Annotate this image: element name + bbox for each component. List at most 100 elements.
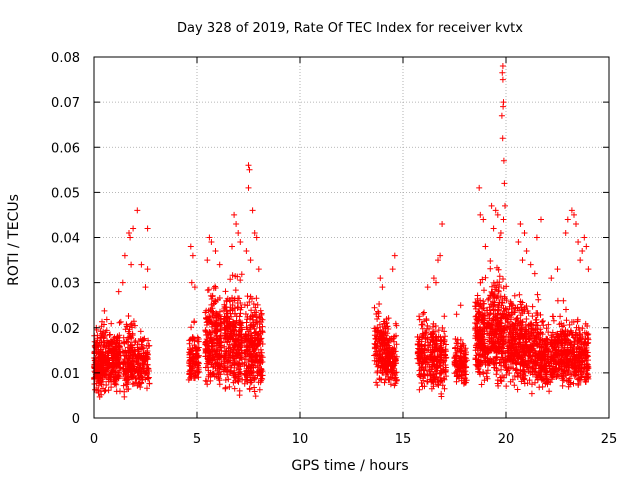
data-point bbox=[222, 332, 228, 339]
data-point bbox=[216, 371, 223, 378]
data-point bbox=[207, 319, 214, 326]
data-point bbox=[235, 378, 242, 385]
data-point bbox=[385, 340, 392, 346]
data-point bbox=[218, 315, 225, 322]
data-point bbox=[236, 313, 243, 320]
data-point bbox=[222, 348, 229, 355]
data-point bbox=[232, 335, 239, 342]
data-point bbox=[209, 343, 216, 350]
data-point bbox=[209, 292, 216, 299]
data-point bbox=[373, 335, 380, 342]
data-point bbox=[378, 331, 384, 338]
data-point bbox=[374, 316, 381, 322]
data-point bbox=[110, 345, 117, 352]
data-point bbox=[392, 380, 399, 387]
data-point bbox=[187, 357, 194, 364]
data-point bbox=[143, 365, 150, 371]
data-point bbox=[389, 345, 396, 352]
data-point bbox=[136, 350, 143, 357]
data-point bbox=[137, 328, 144, 335]
data-point bbox=[210, 315, 217, 321]
data-point bbox=[210, 285, 217, 292]
data-point bbox=[214, 312, 221, 319]
data-point bbox=[258, 372, 265, 379]
data-point bbox=[256, 324, 263, 331]
data-point bbox=[101, 388, 108, 395]
data-point bbox=[252, 340, 259, 347]
data-point bbox=[377, 346, 384, 353]
data-point bbox=[378, 339, 385, 346]
y-tick-label: 0 bbox=[72, 412, 80, 427]
x-tick-label: 15 bbox=[395, 432, 412, 447]
data-point bbox=[98, 362, 105, 369]
data-point bbox=[238, 355, 245, 362]
data-point bbox=[103, 316, 110, 323]
data-point bbox=[210, 347, 217, 354]
data-point bbox=[224, 359, 231, 366]
data-point bbox=[93, 367, 100, 374]
data-point bbox=[392, 360, 399, 367]
data-point bbox=[98, 334, 105, 341]
data-point bbox=[205, 286, 212, 293]
data-point bbox=[234, 273, 241, 280]
data-point bbox=[94, 335, 101, 342]
data-point bbox=[224, 319, 230, 325]
data-point bbox=[381, 334, 388, 341]
data-point bbox=[244, 335, 251, 342]
data-point bbox=[234, 360, 241, 367]
data-point bbox=[373, 357, 380, 364]
data-point bbox=[233, 373, 240, 380]
data-point bbox=[393, 353, 400, 360]
data-point bbox=[108, 320, 115, 327]
data-point bbox=[142, 376, 149, 383]
data-point bbox=[416, 313, 423, 320]
data-point bbox=[122, 326, 129, 333]
data-point bbox=[229, 272, 236, 279]
data-point bbox=[258, 352, 265, 359]
data-point bbox=[108, 384, 115, 391]
data-point bbox=[137, 384, 144, 391]
data-point bbox=[234, 295, 241, 302]
data-point bbox=[228, 313, 235, 320]
data-point bbox=[139, 355, 146, 362]
data-point bbox=[375, 327, 382, 334]
data-point bbox=[144, 385, 150, 392]
y-tick-label: 0.01 bbox=[51, 367, 80, 382]
data-point bbox=[249, 368, 256, 374]
data-point bbox=[251, 309, 258, 316]
data-point bbox=[250, 301, 257, 307]
data-point bbox=[237, 344, 244, 351]
data-point bbox=[120, 382, 127, 389]
data-point bbox=[128, 334, 135, 341]
data-point bbox=[416, 386, 423, 393]
data-point bbox=[383, 366, 390, 373]
data-point bbox=[258, 366, 265, 373]
x-axis-title: GPS time / hours bbox=[291, 458, 408, 474]
data-point bbox=[236, 366, 243, 373]
data-point bbox=[255, 349, 262, 356]
data-point bbox=[392, 370, 399, 376]
data-point bbox=[249, 341, 255, 348]
data-point bbox=[226, 383, 233, 390]
data-point bbox=[254, 301, 261, 308]
data-point bbox=[231, 385, 238, 392]
data-point bbox=[138, 373, 145, 380]
data-point bbox=[237, 322, 244, 329]
data-point bbox=[231, 310, 238, 317]
data-point bbox=[230, 321, 237, 327]
data-point bbox=[230, 327, 237, 333]
data-point bbox=[225, 376, 232, 383]
data-point bbox=[98, 339, 105, 346]
data-point bbox=[146, 380, 153, 387]
data-point bbox=[259, 316, 266, 323]
data-point bbox=[136, 364, 143, 371]
data-point bbox=[190, 375, 197, 381]
y-tick-labels: 0 0.01 0.02 0.03 0.04 0.05 0.06 0.07 0.08 bbox=[51, 51, 80, 427]
data-point bbox=[251, 376, 258, 383]
data-point bbox=[101, 307, 108, 314]
data-point bbox=[247, 324, 254, 331]
data-point bbox=[379, 363, 386, 370]
data-point bbox=[117, 318, 124, 325]
